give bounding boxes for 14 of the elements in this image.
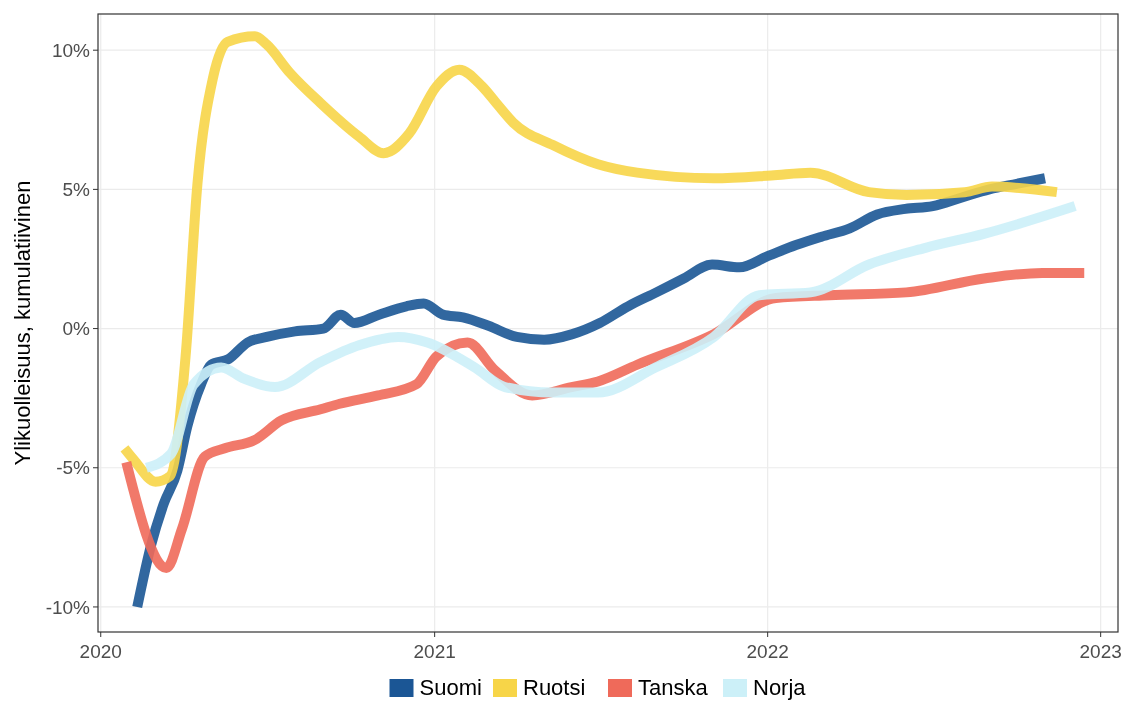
y-tick-label: 0% — [62, 318, 91, 340]
y-axis-title: Ylikuolleisuus, kumulatiivinen — [10, 180, 35, 466]
legend-label: Tanska — [638, 675, 709, 700]
y-tick-label: 10% — [51, 39, 91, 61]
x-tick-label: 2021 — [413, 641, 456, 662]
x-tick-label: 2023 — [1079, 641, 1122, 662]
y-tick-label: -10% — [45, 596, 91, 618]
y-tick-label: 5% — [62, 179, 91, 201]
y-tick-label: -5% — [56, 457, 91, 479]
legend-label: Norja — [753, 675, 807, 700]
legend-label: Ruotsi — [523, 675, 586, 700]
x-tick-label: 2020 — [79, 641, 122, 662]
legend-label: Suomi — [419, 675, 482, 700]
x-tick-label: 2022 — [746, 641, 789, 662]
